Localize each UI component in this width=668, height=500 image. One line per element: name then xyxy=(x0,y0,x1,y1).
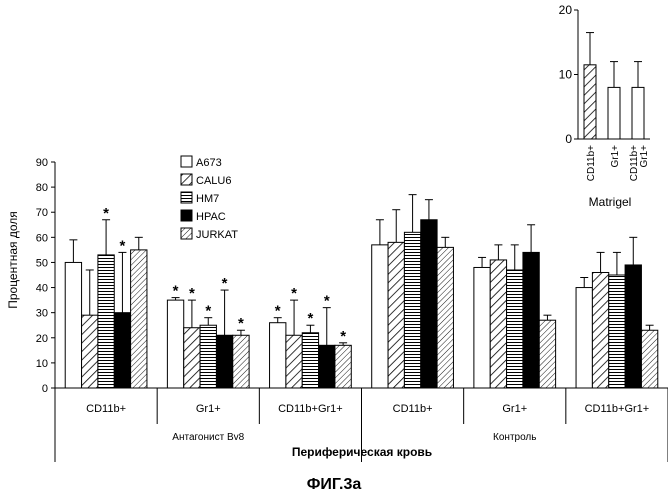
group-label: Контроль xyxy=(493,432,536,443)
inset-bars: CD11b+Gr1+CD11b+Gr1+ xyxy=(584,33,650,182)
inset-category-label: CD11b+ xyxy=(586,145,597,181)
inset-title: Matrigel xyxy=(589,195,632,209)
y-tick-label: 60 xyxy=(36,232,48,244)
significance-star: * xyxy=(222,275,228,292)
inset-y-tick-label: 0 xyxy=(565,132,572,146)
significance-star: * xyxy=(173,283,179,300)
bar-hpac xyxy=(319,345,335,388)
bar-jurkat xyxy=(131,250,147,388)
category-label: CD11b+ xyxy=(86,403,126,415)
bar-a673 xyxy=(474,267,490,388)
significance-star: * xyxy=(238,315,244,332)
significance-star: * xyxy=(324,293,330,310)
bar-hpac xyxy=(114,313,130,388)
y-tick-label: 20 xyxy=(36,333,48,345)
y-tick-label: 90 xyxy=(36,157,48,169)
significance-star: * xyxy=(291,285,297,302)
bar-hpac xyxy=(625,265,641,388)
inset-y-tick-label: 10 xyxy=(559,68,573,82)
bar-hm7 xyxy=(404,232,420,388)
y-tick-label: 40 xyxy=(36,283,48,295)
significance-star: * xyxy=(307,310,313,327)
inset-category-label: Gr1+ xyxy=(610,145,621,168)
y-tick-label: 70 xyxy=(36,207,48,219)
figure-caption: ФИГ.3а xyxy=(307,476,362,493)
significance-star: * xyxy=(275,303,281,320)
category-label: CD11b+Gr1+ xyxy=(278,403,343,415)
main-bars: * * * * * * * * * * * * xyxy=(65,195,658,388)
significance-star: * xyxy=(189,285,195,302)
significance-star: * xyxy=(205,303,211,320)
y-tick-label: 10 xyxy=(36,358,48,370)
legend-label-calu6: CALU6 xyxy=(196,175,231,187)
bar-jurkat xyxy=(641,330,657,388)
category-label: Gr1+ xyxy=(502,403,527,415)
inset-bar xyxy=(632,87,644,139)
bar-jurkat xyxy=(233,335,249,388)
bar-calu6 xyxy=(286,335,302,388)
bar-jurkat xyxy=(335,345,351,388)
bar-hm7 xyxy=(302,333,318,388)
legend-swatch-calu6 xyxy=(181,174,192,185)
bar-a673 xyxy=(576,288,592,388)
bar-hm7 xyxy=(609,275,625,388)
inset-bar xyxy=(608,87,620,139)
inset-bar xyxy=(584,65,596,139)
legend-label-jurkat: JURKAT xyxy=(196,229,238,241)
legend-label-hm7: HM7 xyxy=(196,193,219,205)
inset-y-tick-label: 20 xyxy=(559,3,573,17)
significance-star: * xyxy=(340,328,346,345)
bar-hpac xyxy=(523,252,539,388)
bar-calu6 xyxy=(82,315,98,388)
category-label: CD11b+Gr1+ xyxy=(585,403,650,415)
main-chart: 0102030405060708090 ************ CD11b+G… xyxy=(6,157,668,462)
bar-jurkat xyxy=(539,320,555,388)
y-tick-label: 30 xyxy=(36,308,48,320)
bar-calu6 xyxy=(592,272,608,388)
bar-hm7 xyxy=(200,325,216,388)
bar-calu6 xyxy=(184,328,200,388)
legend-label-a673: A673 xyxy=(196,157,222,169)
category-label: Gr1+ xyxy=(196,403,221,415)
significance-star: * xyxy=(103,205,109,222)
inset-category-label: Gr1+ xyxy=(639,145,650,168)
y-tick-label: 50 xyxy=(36,257,48,269)
bar-a673 xyxy=(167,300,183,388)
category-label: CD11b+ xyxy=(393,403,433,415)
legend-label-hpac: HPAC xyxy=(196,211,226,223)
bar-calu6 xyxy=(388,242,404,388)
bar-hm7 xyxy=(507,270,523,388)
legend-swatch-jurkat xyxy=(181,228,192,239)
legend-swatch-hpac xyxy=(181,210,192,221)
legend: A673 CALU6 HM7 HPAC JURKAT xyxy=(181,156,238,241)
bar-hpac xyxy=(421,220,437,388)
bar-a673 xyxy=(372,245,388,388)
bar-hpac xyxy=(216,335,232,388)
bar-a673 xyxy=(270,323,286,388)
legend-swatch-a673 xyxy=(181,156,192,167)
bar-calu6 xyxy=(490,260,506,388)
significance-star: * xyxy=(120,237,126,254)
bar-hm7 xyxy=(98,255,114,388)
bar-a673 xyxy=(65,262,81,388)
legend-swatch-hm7 xyxy=(181,192,192,203)
bar-jurkat xyxy=(437,247,453,388)
y-tick-label: 80 xyxy=(36,182,48,194)
y-axis-title: Процентная доля xyxy=(6,211,20,309)
group-label: Антагонист Bv8 xyxy=(172,432,244,443)
y-tick-label: 0 xyxy=(42,383,48,395)
inset-chart-matrigel: 01020 CD11b+Gr1+CD11b+Gr1+ Matrigel xyxy=(559,3,650,209)
x-axis-title: Периферическая кровь xyxy=(292,445,432,459)
